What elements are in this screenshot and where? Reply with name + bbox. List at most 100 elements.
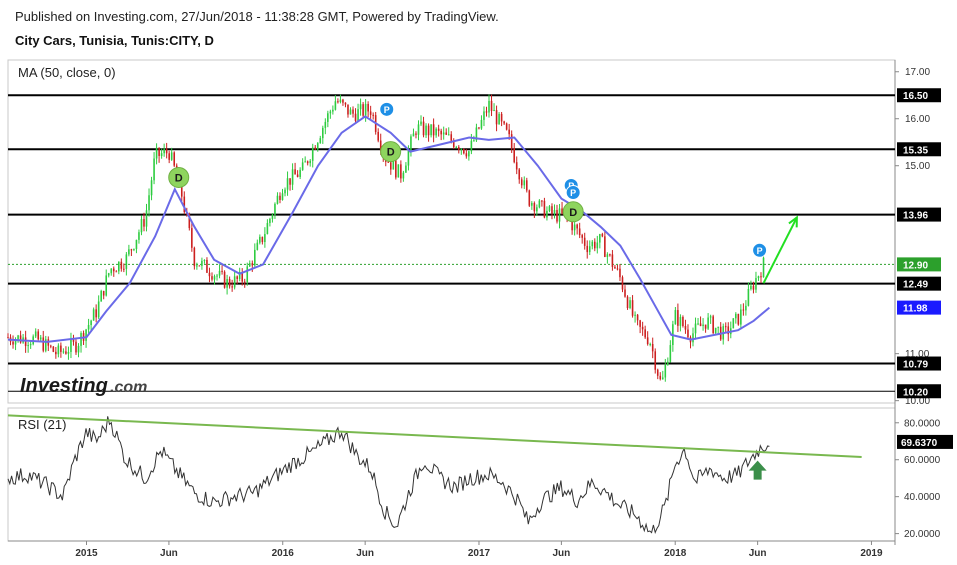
axis-layer: 17.00 16.00 15.00 11.00 10.00 16.50 15.35 13.96… — [75, 67, 953, 559]
candle-body — [221, 270, 223, 272]
candle-body — [17, 335, 19, 340]
candle-body — [591, 241, 594, 247]
candle-body — [503, 121, 505, 124]
price-y-tick-label: 15.00 — [905, 161, 930, 172]
candle-body — [216, 275, 218, 277]
candle-body — [198, 265, 201, 267]
candle-body — [112, 268, 115, 272]
candle-body — [538, 200, 541, 208]
candle-body — [7, 337, 9, 339]
candle-body — [12, 341, 14, 345]
candle-body — [145, 210, 148, 227]
candle-body — [684, 325, 687, 330]
candle-body — [747, 288, 750, 306]
candle-body — [389, 162, 392, 170]
candle-body — [712, 316, 714, 334]
candle-body — [269, 218, 271, 224]
candle-body — [95, 309, 97, 318]
candle-body — [485, 111, 488, 113]
candle-body — [611, 254, 614, 267]
candle-body — [319, 138, 322, 144]
candle-body — [223, 271, 226, 288]
candle-body — [284, 189, 286, 194]
candle-body — [495, 110, 498, 125]
candle-body — [475, 127, 478, 141]
candle-body — [510, 134, 513, 149]
candle-body — [742, 309, 745, 311]
candle-body — [105, 275, 108, 296]
candle-body — [465, 153, 468, 157]
candle-body — [447, 134, 450, 136]
candle-body — [553, 210, 556, 214]
candle-body — [478, 127, 480, 129]
pattern-marker — [379, 101, 395, 117]
candle-body — [432, 124, 435, 136]
candle-body — [251, 263, 254, 266]
candle-body — [420, 121, 422, 125]
candle-body — [656, 369, 659, 376]
candle-body — [321, 127, 324, 139]
candle-body — [286, 178, 289, 190]
candle-body — [639, 320, 641, 327]
candle-body — [140, 219, 143, 233]
candle-body — [256, 242, 259, 250]
candle-body — [525, 180, 528, 191]
candle-body — [735, 313, 737, 319]
candle-body — [304, 161, 306, 163]
candle-body — [732, 318, 735, 329]
candle-body — [757, 276, 760, 279]
candle-body — [309, 160, 312, 164]
candle-body — [395, 160, 397, 178]
candle-body — [546, 210, 548, 218]
candle-body — [29, 344, 32, 346]
candle-body — [153, 158, 155, 181]
candle-body — [264, 234, 266, 243]
candle-body — [329, 111, 332, 114]
candle-body — [402, 172, 405, 179]
x-tick-label: Jun — [749, 548, 767, 559]
candle-body — [52, 346, 55, 352]
candle-body — [238, 272, 241, 279]
candle-body — [118, 261, 120, 272]
candle-body — [359, 104, 362, 110]
marker-label: D — [387, 147, 395, 159]
candle-body — [294, 169, 296, 175]
marker-label: P — [384, 105, 390, 115]
candle-body — [387, 161, 390, 163]
candle-body — [102, 290, 105, 296]
candle-body — [619, 268, 621, 278]
candle-body — [228, 279, 231, 287]
candle-body — [704, 324, 707, 329]
candle-body — [533, 203, 536, 212]
rsi-trendline — [7, 414, 862, 458]
candle-body — [92, 309, 95, 321]
level-tag: 16.50 — [903, 91, 928, 102]
candle-body — [77, 345, 80, 353]
candle-body — [654, 351, 657, 370]
candle-body — [422, 121, 425, 136]
candle-body — [513, 148, 515, 163]
candle-body — [624, 289, 626, 297]
candle-body — [243, 281, 246, 283]
marker-label: D — [175, 172, 183, 184]
forecast-arrow-line — [762, 216, 798, 284]
candle-body — [687, 329, 689, 338]
candle-body — [548, 206, 551, 211]
candle-body — [299, 169, 301, 177]
ma-indicator-label: MA (50, close, 0) — [18, 65, 116, 80]
investing-logo: Investing .com — [20, 375, 147, 397]
candle-body — [248, 263, 251, 267]
level-tag-bg — [897, 384, 941, 399]
candle-body — [39, 337, 42, 340]
marker-label: P — [570, 188, 576, 198]
candle-body — [291, 169, 294, 185]
candle-body — [440, 130, 442, 135]
candle-body — [80, 333, 82, 346]
rsi-up-arrow — [748, 460, 767, 480]
candle-body — [72, 339, 75, 342]
candle-body — [143, 219, 145, 227]
candle-body — [115, 271, 118, 273]
candle-body — [37, 331, 40, 340]
candle-body — [583, 237, 586, 246]
